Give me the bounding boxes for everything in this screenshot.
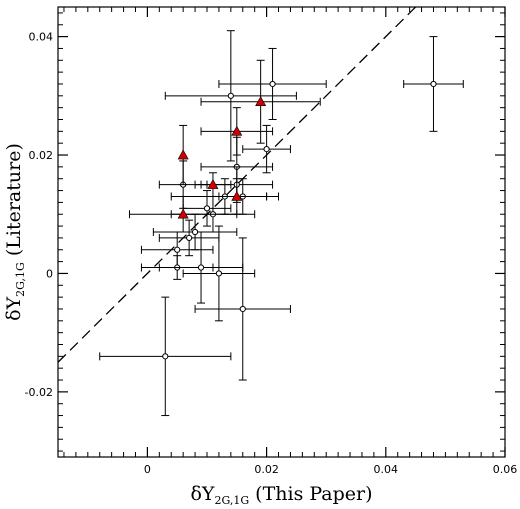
point-marker-circle <box>162 353 169 360</box>
y-axis-symbol: δY <box>3 296 25 320</box>
data-point <box>403 36 464 132</box>
tick-labels: 0 0.02 0.04 0.06 -0.02 0 0.02 0.04 <box>25 31 518 476</box>
x-tick-label: 0.02 <box>254 463 279 476</box>
point-marker-triangle <box>231 125 243 136</box>
data-point <box>200 59 321 144</box>
x-axis-symbol: δY <box>190 483 214 505</box>
point-marker-triangle <box>177 149 189 160</box>
x-axis-suffix: (This Paper) <box>249 483 372 505</box>
data-point <box>177 124 189 186</box>
y-axis-subscript: 2G,1G <box>14 262 27 297</box>
series-filled-triangle <box>129 59 321 233</box>
point-marker-circle <box>203 205 211 212</box>
point-marker-circle <box>191 228 199 236</box>
x-axis-title: δY2G,1G (This Paper) <box>190 483 372 507</box>
x-axis-subscript: 2G,1G <box>214 494 249 507</box>
data-point <box>200 107 274 156</box>
point-marker-circle <box>263 146 270 153</box>
y-tick-label: 0.04 <box>29 31 54 44</box>
point-marker-triangle <box>207 179 219 189</box>
y-tick-label: 0 <box>46 267 53 280</box>
y-axis-suffix: (Literature) <box>3 143 25 262</box>
point-marker-circle <box>430 80 437 88</box>
point-marker-circle <box>269 80 276 88</box>
point-marker-circle <box>227 92 234 99</box>
plot-frame <box>57 6 506 458</box>
data-point <box>164 30 297 162</box>
point-marker-circle <box>197 264 205 271</box>
x-tick-label: 0.06 <box>493 463 518 476</box>
data-point <box>194 172 232 197</box>
minor-ticks <box>58 7 505 457</box>
point-marker-triangle <box>231 190 243 201</box>
data-point <box>218 47 327 120</box>
data-point <box>242 124 291 174</box>
y-axis-title: δY2G,1G (Literature) <box>3 143 27 321</box>
point-marker-circle <box>215 270 223 277</box>
point-marker-circle <box>239 305 246 313</box>
data-point <box>99 296 232 417</box>
point-marker-triangle <box>177 208 189 219</box>
x-tick-label: 0.04 <box>374 463 399 476</box>
data-point <box>158 231 244 304</box>
x-tick-label: 0 <box>144 463 151 476</box>
point-marker-circle <box>186 234 193 242</box>
data-point <box>194 237 291 381</box>
point-marker-triangle <box>255 96 267 107</box>
y-tick-label: -0.02 <box>25 386 53 399</box>
data-points <box>99 30 464 417</box>
y-tick-label: 0.02 <box>29 149 54 162</box>
data-point <box>129 195 238 233</box>
point-marker-circle <box>174 246 181 253</box>
